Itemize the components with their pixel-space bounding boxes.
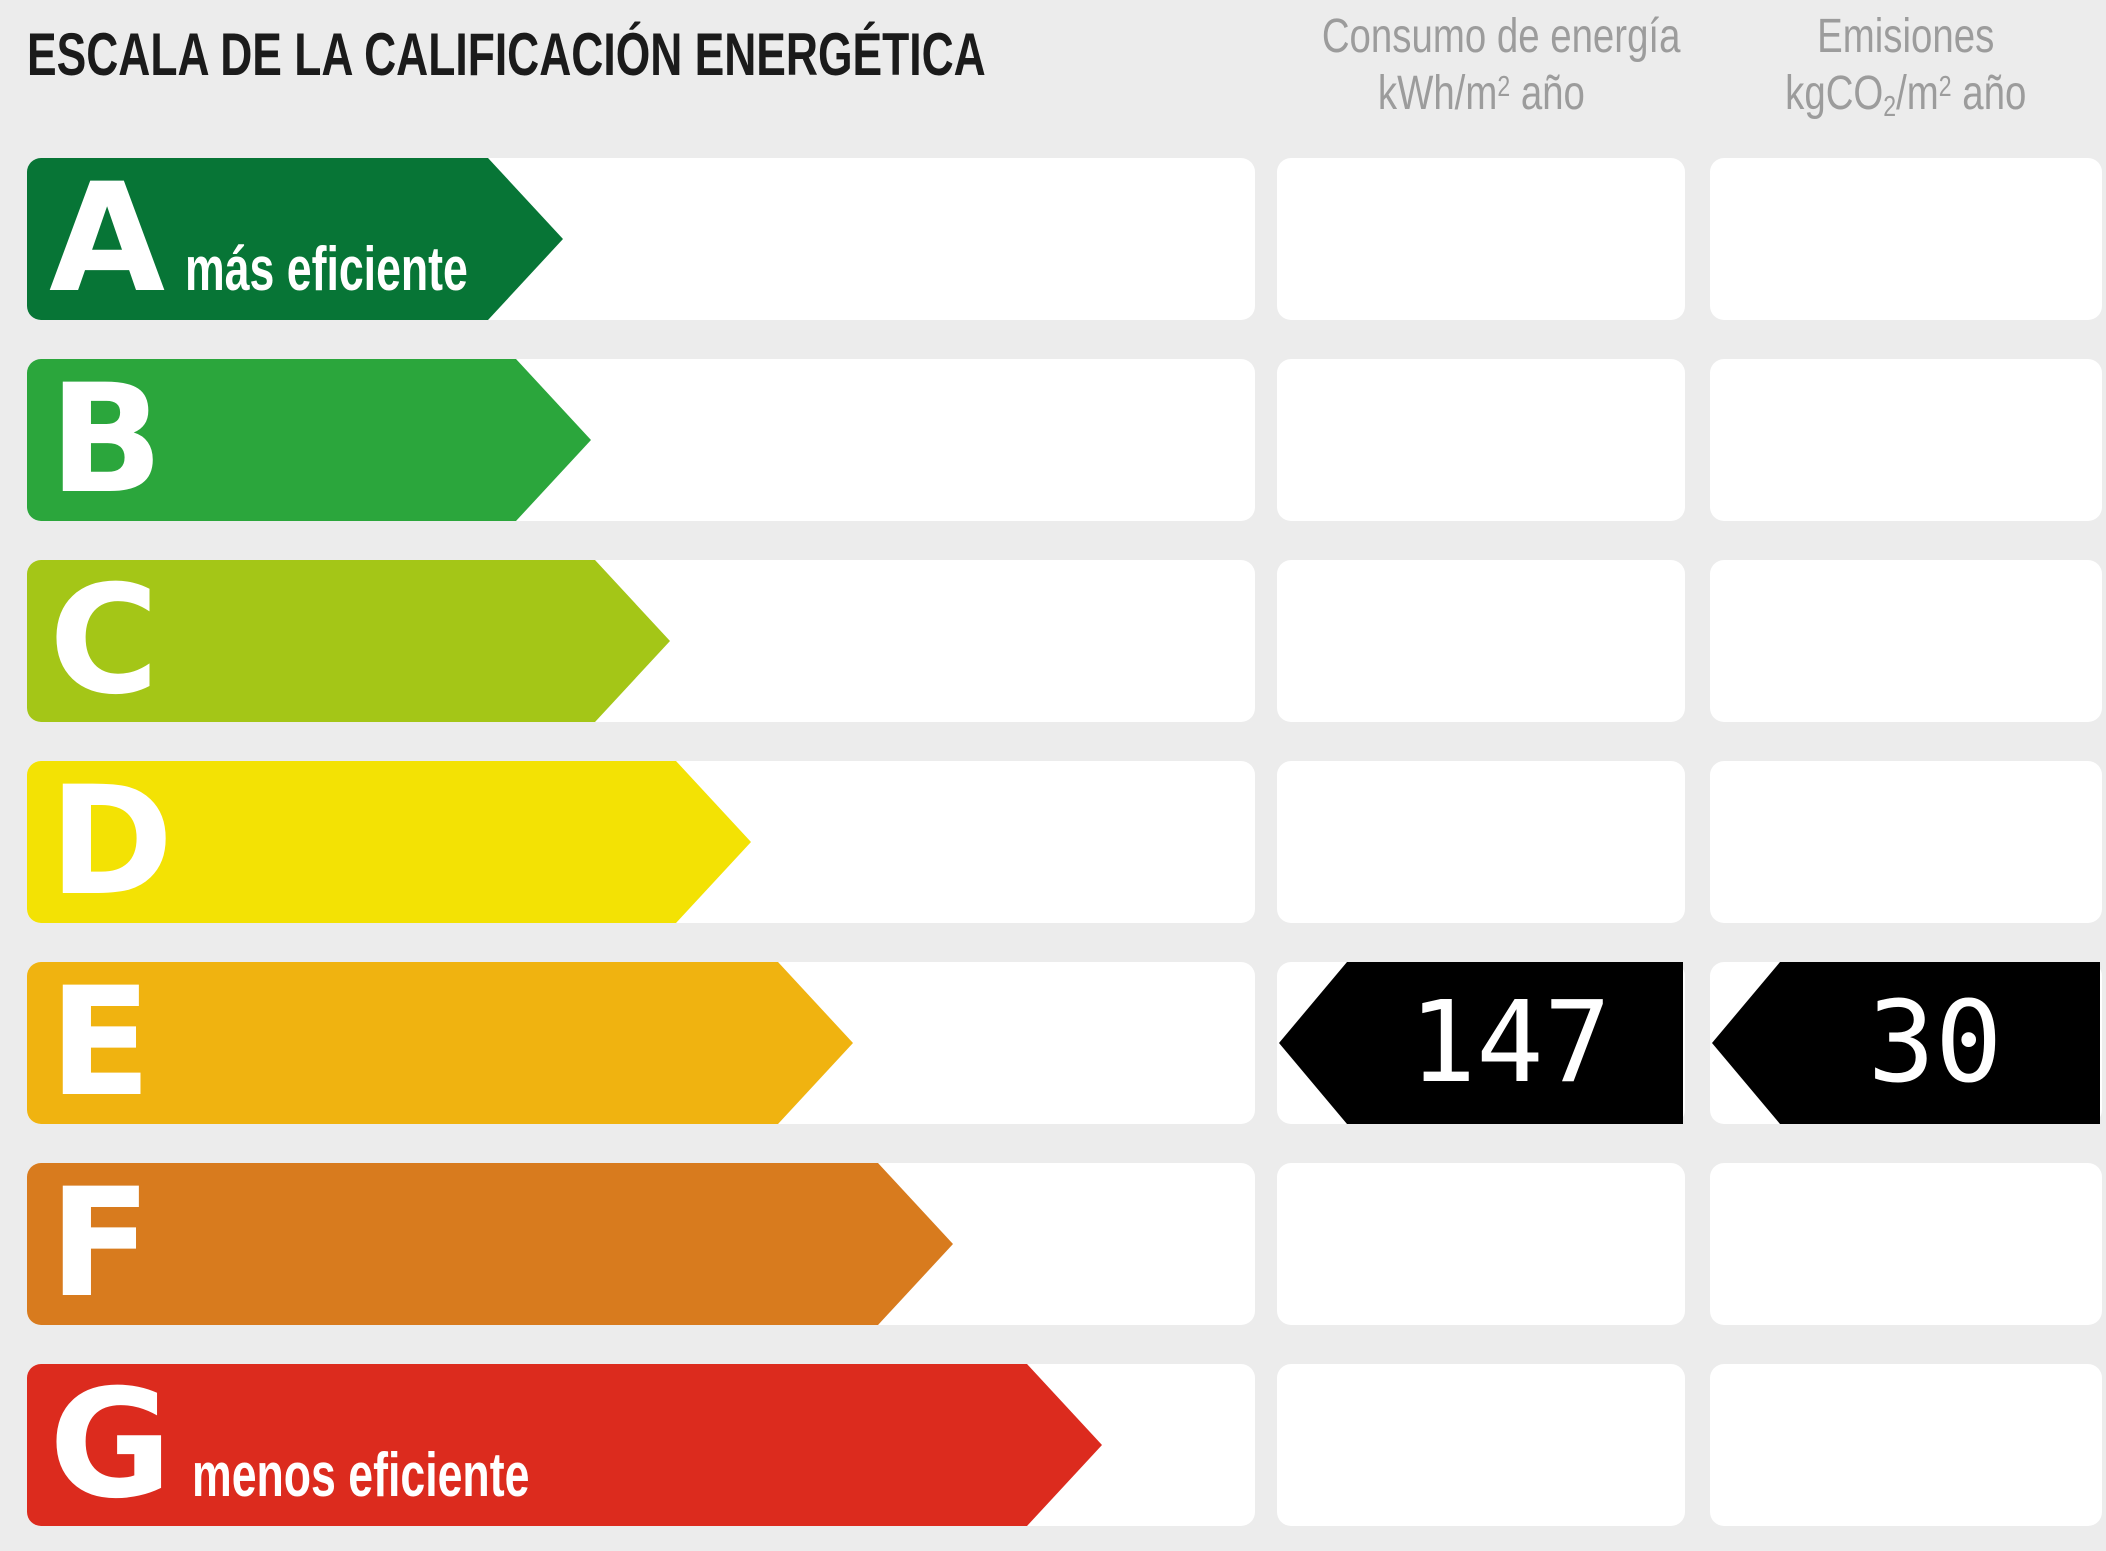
emissions-value-pointer: 30	[1712, 962, 2100, 1124]
rating-letter-e: E	[49, 956, 152, 1130]
rating-letter-a: A	[49, 152, 166, 326]
emissions-header-line1: Emisiones	[1817, 10, 1995, 63]
rating-bar-f: F	[27, 1163, 878, 1325]
rating-letter-d: D	[49, 755, 174, 929]
least-efficient-label: menos eficiente	[192, 1441, 530, 1510]
emissions-cell-a	[1710, 158, 2102, 320]
rating-letter-b: B	[49, 353, 164, 527]
rating-bar-tip-d	[676, 761, 751, 923]
rating-bar-c: C	[27, 560, 595, 722]
consumption-cell-c	[1277, 560, 1685, 722]
consumption-cell-g	[1277, 1364, 1685, 1526]
rating-bar-text-c: C	[49, 560, 159, 722]
emissions-value: 30	[1867, 978, 2003, 1108]
consumption-cell-a	[1277, 158, 1685, 320]
consumption-cell-f	[1277, 1163, 1685, 1325]
rating-letter-c: C	[49, 554, 160, 728]
rating-bar-text-b: B	[49, 359, 163, 521]
rating-bar-text-f: F	[49, 1163, 151, 1325]
rating-letter-f: F	[49, 1157, 152, 1331]
emissions-cell-f	[1710, 1163, 2102, 1325]
rating-bar-tip-a	[488, 158, 563, 320]
emissions-header-units: kgCO2/m2 año	[1785, 67, 2027, 124]
consumption-header-units: kWh/m2 año	[1377, 67, 1585, 120]
rating-bar-text-d: D	[49, 761, 174, 923]
most-efficient-label: más eficiente	[185, 235, 468, 304]
consumption-value: 147	[1408, 978, 1612, 1108]
rating-bar-tip-g	[1027, 1364, 1102, 1526]
scale-title: ESCALA DE LA CALIFICACIÓN ENERGÉTICA	[27, 21, 986, 88]
consumption-header-line1: Consumo de energía	[1321, 10, 1681, 63]
consumption-cell-b	[1277, 359, 1685, 521]
consumption-cell-d	[1277, 761, 1685, 923]
rating-bar-tip-f	[878, 1163, 953, 1325]
emissions-column-header: Emisiones kgCO2/m2 año	[1710, 8, 2102, 129]
rating-bar-d: D	[27, 761, 676, 923]
rating-bar-e: E	[27, 962, 778, 1124]
consumption-value-pointer: 147	[1279, 962, 1683, 1124]
emissions-cell-b	[1710, 359, 2102, 521]
emissions-cell-g	[1710, 1364, 2102, 1526]
rating-bar-tip-c	[595, 560, 670, 722]
rating-letter-g: G	[49, 1358, 173, 1532]
consumption-column-header: Consumo de energía kWh/m2 año	[1277, 8, 1685, 129]
rating-bar-b: B	[27, 359, 516, 521]
emissions-cell-c	[1710, 560, 2102, 722]
rating-bar-tip-e	[778, 962, 853, 1124]
rating-bar-text-e: E	[49, 962, 151, 1124]
rating-bar-tip-b	[516, 359, 591, 521]
emissions-cell-d	[1710, 761, 2102, 923]
